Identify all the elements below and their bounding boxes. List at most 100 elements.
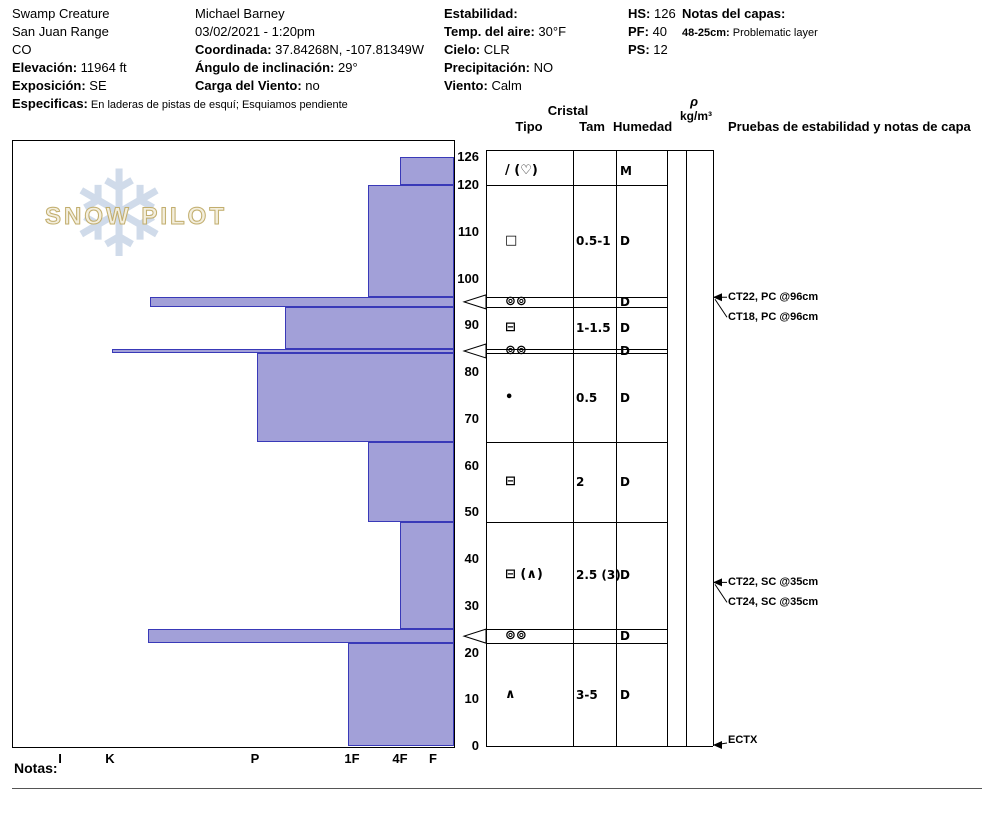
grain-type-cell: ⊟ [505, 319, 516, 335]
stability-test-label: CT22, PC @96cm [728, 291, 819, 304]
density-column-header: ρ [690, 94, 698, 109]
header-observer-line-2: Coordinada: 37.84268N, -107.81349W [195, 42, 425, 57]
header-weather-line-3: Precipitación: NO [444, 60, 554, 75]
depth-tick-60: 60 [464, 457, 479, 473]
header-snowpack-line-2: PS: 12 [628, 42, 668, 57]
snow-layer-bar-25-22 [148, 629, 454, 644]
header-layer-notes-line-0: Notas del capas: [682, 6, 786, 21]
snowflake-icon: ❄ [69, 146, 170, 285]
depth-tick-70: 70 [464, 410, 479, 426]
header-snowpack-line-1: PF: 40 [628, 24, 668, 39]
density-units-header: kg/m³ [679, 109, 712, 123]
snowpilot-logo: ❄ SNOW PILOT [41, 151, 231, 291]
depth-tick-120: 120 [457, 177, 479, 193]
table-hline-84 [486, 353, 667, 355]
table-hline-bottom [486, 746, 713, 747]
stability-test-label: CT24, SC @35cm [728, 596, 819, 609]
header-weather-line-0: Estabilidad: [444, 6, 518, 21]
table-vline [573, 150, 574, 746]
snowpilot-logo-text: SNOW PILOT [45, 203, 227, 231]
stability-tests-header: Pruebas de estabilidad y notas de capa [728, 119, 971, 134]
snow-layer-bar-84-65 [257, 353, 454, 443]
table-vline [686, 150, 687, 746]
header-location-line-1: San Juan Range [12, 24, 109, 39]
hardness-tick-F: F [429, 751, 437, 766]
snow-layer-bar-65-48 [368, 442, 454, 522]
stability-test-label: CT22, SC @35cm [728, 576, 819, 589]
grain-type-cell: ⊚⊚ [505, 342, 527, 358]
snow-layer-bar-85-84 [112, 348, 454, 354]
notes-divider [12, 788, 982, 789]
arrowhead-icon [713, 741, 722, 749]
thin-layer-marker-icon [462, 628, 487, 644]
snow-layer-bar-126-120 [400, 157, 454, 186]
grain-type-cell: • [505, 389, 514, 405]
header-location-line-4: Exposición: SE [12, 78, 107, 93]
crystal-column-group-header: Cristal [547, 103, 589, 118]
grain-type-cell: □ [505, 233, 518, 249]
table-hline-top [486, 150, 713, 151]
depth-tick-126: 126 [457, 149, 479, 164]
stability-test-label: ECTX [728, 734, 758, 746]
arrowhead-icon [713, 293, 722, 302]
grain-size-cell: 3-5 [576, 687, 598, 702]
grain-size-column-header: Tam [579, 119, 605, 134]
annotation-line [714, 584, 728, 603]
table-vline [667, 150, 668, 746]
header-location-line-5: Especificas: En laderas de pistas de esq… [12, 96, 348, 111]
stability-test-label: CT18, PC @96cm [728, 311, 819, 324]
grain-type-column-header: Tipo [515, 119, 543, 134]
grain-type-cell: ⊚⊚ [505, 628, 527, 644]
moisture-cell: M [620, 164, 632, 179]
moisture-cell: D [620, 390, 630, 405]
thin-layer-marker-icon [462, 343, 487, 359]
snow-layer-bar-120-96 [368, 185, 454, 298]
grain-type-cell: ∧ [505, 686, 516, 702]
snow-layer-bar-48-25 [400, 521, 454, 630]
header-layer-notes-line-1: 48-25cm: Problematic layer [682, 27, 818, 39]
header-weather-line-1: Temp. del aire: 30°F [444, 24, 567, 39]
table-hline-25 [486, 629, 667, 631]
header-observer-line-4: Carga del Viento: no [195, 78, 320, 93]
table-hline-96 [486, 297, 667, 299]
notes-label: Notas: [14, 760, 58, 776]
hardness-tick-4F: 4F [392, 751, 408, 766]
depth-tick-20: 20 [464, 644, 479, 660]
grain-type-cell: ⊟ [505, 473, 516, 489]
moisture-cell: D [620, 320, 630, 335]
grain-size-cell: 2 [576, 474, 585, 489]
thin-layer-marker-icon [462, 294, 487, 310]
header-observer-line-0: Michael Barney [195, 6, 285, 21]
moisture-cell: D [620, 687, 630, 702]
header-weather-line-2: Cielo: CLR [444, 42, 510, 57]
header-observer-line-3: Ángulo de inclinación: 29° [195, 60, 358, 75]
depth-tick-110: 110 [458, 223, 479, 239]
moisture-cell: D [620, 294, 630, 309]
snow-layer-bar-94-85 [285, 306, 454, 349]
depth-tick-80: 80 [464, 364, 479, 380]
snow-layer-bar-22-0 [348, 643, 454, 746]
annotation-line [714, 298, 728, 318]
depth-tick-100: 100 [457, 270, 479, 286]
table-hline-65 [486, 442, 667, 444]
grain-size-cell: 2.5 (3) [576, 568, 621, 583]
grain-type-cell: ⊚⊚ [505, 293, 527, 309]
hardness-profile-plot: ❄ SNOW PILOT [12, 140, 455, 748]
moisture-cell: D [620, 234, 630, 249]
moisture-cell: D [620, 474, 630, 489]
header-location-line-0: Swamp Creature [12, 6, 110, 21]
table-hline-85 [486, 348, 667, 350]
hardness-tick-K: K [105, 751, 115, 766]
hardness-tick-I: I [58, 751, 62, 766]
table-vline [713, 150, 714, 746]
hardness-tick-P: P [250, 751, 260, 766]
header-snowpack-line-0: HS: 126 [628, 6, 676, 21]
moisture-column-header: Humedad [613, 119, 673, 134]
depth-tick-50: 50 [464, 504, 479, 520]
header-location-line-3: Elevación: 11964 ft [12, 60, 127, 75]
table-hline-94 [486, 306, 667, 308]
moisture-cell: D [620, 629, 630, 644]
depth-tick-0: 0 [471, 738, 479, 753]
table-hline-120 [486, 185, 667, 187]
